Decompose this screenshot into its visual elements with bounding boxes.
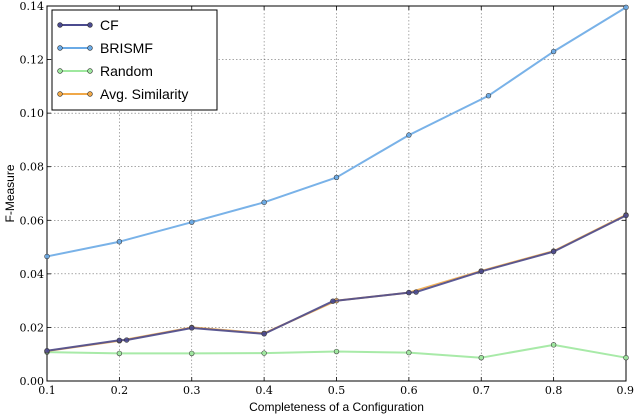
x-tick-label: 0.1 [38,384,56,397]
x-tick-label: 0.6 [400,384,418,397]
legend-item-avg-similarity: Avg. Similarity [57,86,188,102]
y-tick-label: 0.12 [20,54,45,67]
axis-ticks: 0.1 0.2 0.3 0.4 0.5 0.6 0.7 0.8 0.9 0.00 0.02 0.04 0… [20,0,634,397]
data-point [406,289,412,296]
data-point [478,354,484,361]
legend-label: CF [100,17,119,33]
data-point [623,212,629,219]
data-point [261,199,267,206]
legend-marker [57,91,63,97]
data-point [44,348,50,354]
legend-item-brismf: BRISMF [57,40,153,56]
data-point [623,354,629,361]
y-tick-label: 0.02 [20,321,45,334]
legend-marker [87,22,93,28]
legend-marker [57,45,63,51]
series-cf [44,212,629,354]
data-point [44,253,50,260]
data-point [189,325,195,331]
data-point [189,219,195,225]
legend-label: Avg. Similarity [100,86,188,102]
x-tick-label: 0.4 [255,384,273,397]
x-axis-label: Completeness of a Configuration [249,400,424,414]
data-point [261,331,267,337]
y-tick-label: 0.06 [20,214,45,227]
x-tick-label: 0.9 [617,384,634,397]
legend-label: Random [100,63,153,79]
data-point [116,337,123,343]
data-point [550,248,557,255]
data-point [333,174,340,181]
legend-label: BRISMF [100,40,153,56]
legend-marker [87,91,93,97]
data-point [406,349,412,356]
x-tick-label: 0.3 [183,384,201,397]
x-tick-label: 0.8 [545,384,563,397]
y-tick-label: 0.04 [20,268,45,281]
y-tick-label: 0.10 [20,107,45,120]
data-point [330,298,336,304]
data-point [333,348,340,355]
data-point [189,350,195,357]
legend-marker [57,68,63,74]
y-axis-label: F-Measure [3,164,17,222]
data-point [478,268,484,275]
legend-marker [87,45,93,51]
y-tick-label: 0.08 [20,161,45,174]
legend-marker [87,68,93,74]
data-point [623,4,629,11]
data-point [261,350,267,356]
data-point [123,337,130,343]
data-point [413,289,419,295]
x-tick-label: 0.2 [111,384,129,397]
data-point [550,48,557,55]
data-point [485,93,492,99]
legend: CF BRISMF Random Avg. Similarity [51,9,218,111]
data-point [550,342,557,348]
legend-item-random: Random [57,63,153,79]
x-tick-label: 0.5 [328,384,346,397]
y-tick-label: 0.14 [20,0,45,13]
series-lines [44,4,629,361]
data-point [116,350,123,357]
legend-marker [57,22,63,28]
x-tick-label: 0.7 [473,384,491,397]
series-brismf [44,4,629,260]
data-point [116,239,123,245]
grid [47,6,626,381]
legend-item-cf: CF [57,17,119,33]
data-point [406,132,412,138]
y-tick-label: 0.00 [20,375,45,388]
